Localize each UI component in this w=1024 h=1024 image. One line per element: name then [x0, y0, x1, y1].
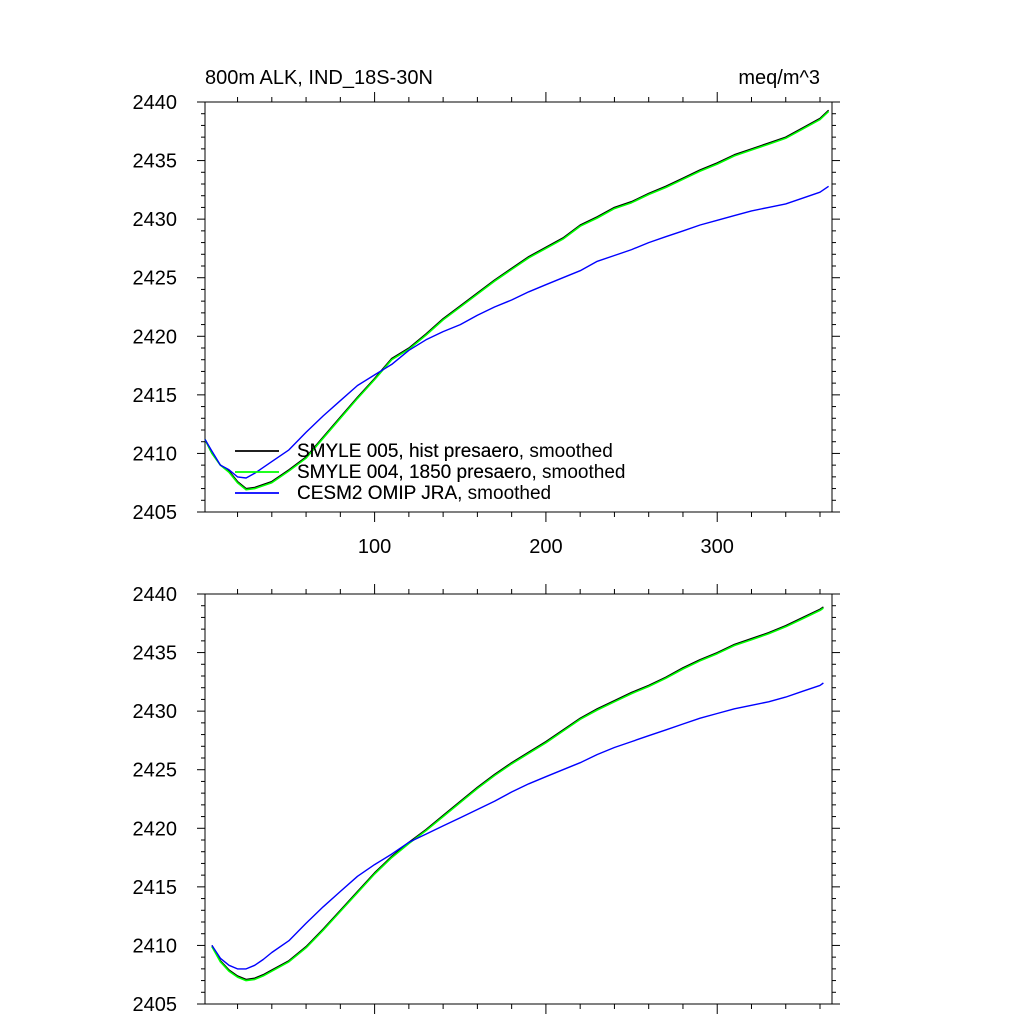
y-tick-label: 2415	[133, 385, 178, 407]
plot-frame	[204, 101, 833, 513]
series-line-1	[211, 607, 824, 982]
y-tick-label: 2425	[133, 760, 178, 782]
y-tick-label: 2415	[133, 877, 178, 899]
y-tick-label: 2425	[133, 268, 178, 290]
chart-title: 800m ALK, IND_18S-30N	[205, 67, 433, 89]
legend-label: CESM2 OMIP JRA	[297, 483, 457, 504]
plot-frame	[204, 593, 833, 1005]
y-tick-label: 2410	[133, 935, 178, 957]
legend: SMYLE 005, hist presaero, smoothedSMYLE …	[235, 441, 625, 504]
x-tick-label: 100	[358, 536, 391, 558]
series-line-0	[204, 109, 830, 490]
series-line-0	[211, 606, 824, 981]
y-tick-label: 2405	[133, 994, 178, 1016]
legend-label: CESM2 OMIP JRA, smoothed	[297, 483, 551, 504]
y-tick-label: 2430	[133, 209, 178, 231]
y-tick-label: 2430	[133, 701, 178, 723]
y-tick-label: 2420	[133, 326, 178, 348]
axis-ticks: 2405 2410 2415 2420 2425 2430 2435 2440	[133, 584, 840, 1016]
axis-ticks: 2405 2410 2415 2420 2425 2430 2435 2440 100 200 30…	[133, 92, 840, 558]
y-tick-label: 2435	[133, 151, 178, 173]
series-line-1	[204, 110, 830, 491]
y-tick-label: 2440	[133, 92, 178, 114]
y-tick-label: 2435	[133, 643, 178, 665]
legend-label: SMYLE 004, 1850 presaero	[297, 462, 532, 483]
series-lines	[204, 109, 830, 491]
series-line-2	[204, 185, 829, 479]
top-panel: 800m ALK, IND_18S-30N meq/m^3 2405241024…	[133, 67, 840, 558]
x-tick-label: 300	[701, 536, 734, 558]
y-tick-label: 2410	[133, 443, 178, 465]
units-label: meq/m^3	[738, 67, 820, 89]
y-tick-label: 2440	[133, 584, 178, 606]
legend-label: SMYLE 004, 1850 presaero, smoothed	[297, 462, 625, 483]
series-lines	[211, 606, 824, 982]
x-tick-label: 200	[529, 536, 562, 558]
bottom-panel: 2405 2410 2415 2420 2425 2430 2435 2440 SMYLE 0…	[133, 441, 840, 1016]
legend-label: SMYLE 005, hist presaero	[297, 441, 519, 462]
series-line-2	[211, 682, 824, 970]
legend-label: SMYLE 005, hist presaero, smoothed	[297, 441, 613, 462]
y-tick-label: 2420	[133, 818, 178, 840]
y-tick-label: 2405	[133, 502, 178, 524]
